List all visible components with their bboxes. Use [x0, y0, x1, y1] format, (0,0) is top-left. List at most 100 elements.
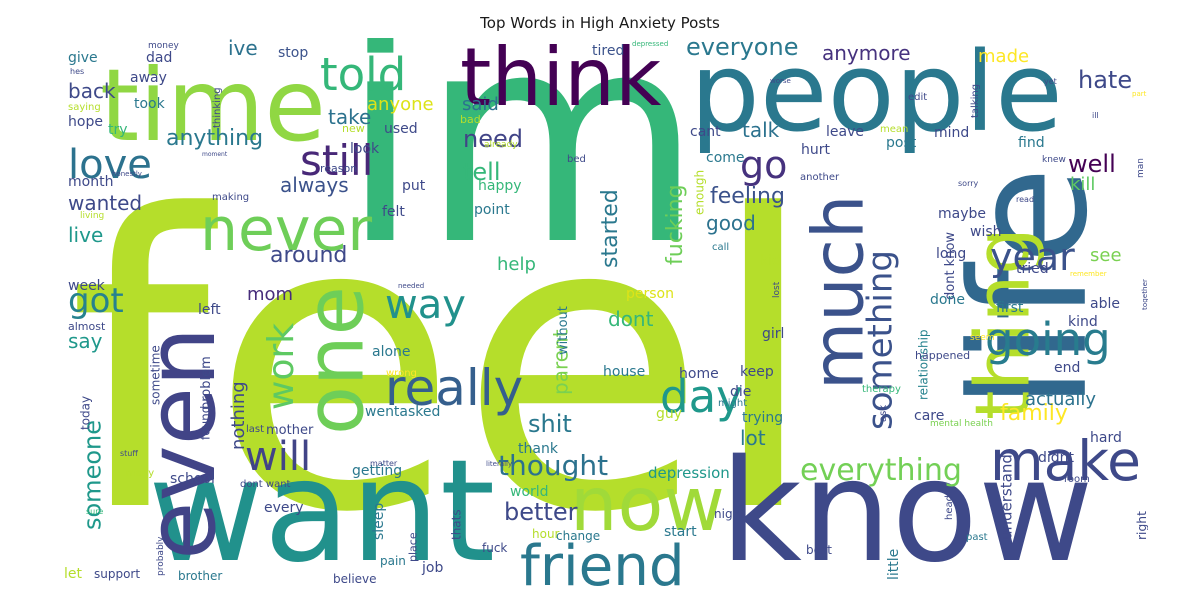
- word-ive: ive: [228, 38, 258, 60]
- word-going: going: [985, 313, 1111, 366]
- word-happy: happy: [478, 178, 522, 194]
- word-around: around: [270, 243, 347, 268]
- word-right: right: [1135, 511, 1148, 540]
- word-nothing: nothing: [228, 381, 249, 450]
- word-see: see: [1090, 245, 1122, 266]
- word-started: started: [598, 189, 623, 268]
- word-hurt: hurt: [801, 142, 831, 158]
- word-try: try: [108, 122, 128, 138]
- word-happened: happened: [915, 349, 970, 362]
- word-didnt: didnt: [1038, 450, 1075, 466]
- word-kid: kid: [760, 253, 781, 269]
- word-tell: tell: [463, 158, 501, 186]
- word-want: want: [148, 430, 495, 586]
- word-die: die: [730, 384, 751, 400]
- word-talk: talk: [742, 118, 780, 142]
- word-lot: lot: [740, 426, 766, 450]
- word-past: past: [966, 532, 988, 543]
- word-look: look: [350, 141, 380, 157]
- word-place: place: [407, 532, 420, 562]
- word-house: house: [603, 364, 645, 380]
- word-dont-know: dont know: [943, 232, 958, 300]
- word-start: start: [664, 524, 697, 540]
- word-care: care: [914, 408, 944, 424]
- word-let: let: [64, 566, 83, 582]
- word-wish: wish: [970, 224, 1002, 240]
- word-felt: felt: [382, 204, 405, 220]
- word-someone: someone: [79, 420, 107, 530]
- word-making: making: [212, 192, 249, 203]
- word-thing: thing: [959, 227, 1047, 420]
- word-day: day: [660, 370, 743, 423]
- word-used: used: [384, 121, 418, 137]
- word-part: part: [1132, 90, 1147, 98]
- word-tried: tried: [1016, 261, 1049, 277]
- word-put: put: [402, 178, 426, 194]
- word-kind: kind: [1068, 314, 1098, 330]
- word-girl: girl: [762, 326, 784, 342]
- word-brother: brother: [178, 569, 222, 583]
- word-never: never: [200, 195, 372, 265]
- word-love: love: [68, 142, 152, 188]
- word-year: year: [990, 235, 1075, 279]
- word-honestly: honestly: [112, 170, 142, 178]
- word-always: always: [280, 173, 349, 197]
- word-depression: depression: [648, 464, 730, 482]
- word-together: together: [1140, 279, 1148, 310]
- word-already: already: [484, 140, 518, 150]
- word-sometime: sometime: [148, 345, 162, 405]
- word-maybe: maybe: [938, 206, 986, 222]
- word-stop: stop: [278, 45, 308, 61]
- word-made: made: [978, 46, 1029, 67]
- word-found: found: [198, 406, 212, 440]
- word-sleep: sleep: [371, 503, 387, 540]
- word-sorry: sorry: [958, 179, 979, 188]
- word-man: man: [1136, 158, 1146, 178]
- word-good: good: [706, 211, 756, 235]
- word-said: said: [462, 94, 499, 115]
- word-money: money: [148, 41, 180, 51]
- word-hard: hard: [1090, 430, 1122, 446]
- word-work: work: [261, 323, 302, 410]
- word-mental-health: mental health: [930, 419, 993, 429]
- word-something: something: [861, 250, 901, 430]
- word-mom: mom: [247, 284, 293, 305]
- word-able: able: [1090, 296, 1120, 312]
- word-much: much: [798, 195, 880, 390]
- word-every: every: [264, 500, 304, 516]
- word-away: away: [130, 70, 167, 86]
- word-yet: yet: [1044, 77, 1057, 86]
- word-take: take: [328, 105, 371, 129]
- word-dont-want: dont want: [240, 479, 291, 490]
- word-call: call: [712, 242, 729, 253]
- word-mean: mean: [880, 124, 908, 135]
- word-support: support: [94, 567, 140, 581]
- word-seem: seem: [970, 333, 995, 343]
- word-change: change: [556, 529, 600, 543]
- word-alone: alone: [372, 344, 411, 360]
- word-long: long: [936, 246, 966, 262]
- word-edit: edit: [908, 92, 927, 103]
- word-believe: believe: [333, 572, 377, 586]
- word-relationship: relationship: [916, 329, 930, 400]
- word-hes: hes: [70, 67, 84, 76]
- word-hope: hope: [68, 114, 103, 130]
- word-keep: keep: [740, 364, 774, 380]
- word-pain: pain: [380, 554, 406, 568]
- word-job: job: [421, 560, 443, 576]
- word-another: another: [800, 172, 840, 183]
- word-month: month: [68, 174, 113, 190]
- word-fuck: fuck: [482, 541, 507, 555]
- word-shit: shit: [528, 410, 572, 438]
- word-anyone: anyone: [367, 94, 434, 115]
- word-getting: getting: [352, 463, 402, 479]
- word-school: school: [170, 471, 215, 487]
- word-hour: hour: [532, 527, 560, 541]
- word-really: really: [385, 359, 523, 417]
- word-week: week: [68, 278, 106, 294]
- word-thought: thought: [498, 449, 608, 482]
- word-thank: thank: [518, 441, 559, 457]
- word-without: without: [556, 306, 571, 355]
- word-tired: tired: [592, 43, 624, 59]
- word-took: took: [134, 96, 166, 112]
